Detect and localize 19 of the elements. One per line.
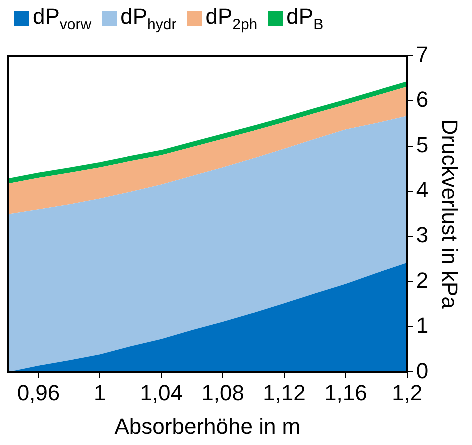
x-tick-label: 1,12 [263,380,306,406]
y-tick-label: 1 [416,313,429,338]
legend-label: dP$_{2ph}$ [206,4,258,34]
y-tick-label: 2 [416,268,429,293]
y-tick-label: 6 [416,87,429,112]
y-tick-label: 3 [416,222,429,248]
y-axis-title: Druckverlust in kPa [438,119,463,310]
y-tick-label: 5 [416,132,429,158]
legend-label: dP$_{vorw}$ [33,4,92,34]
y-tick-label: 7 [416,42,429,68]
x-tick-label: 0,96 [17,380,60,406]
x-tick-label: 1 [94,380,106,406]
x-tick-label: 1,16 [324,380,368,406]
x-axis-title: Absorberhöhe in m [114,414,301,439]
x-tick-label: 1,04 [140,380,184,406]
y-tick-label: 4 [416,178,429,203]
legend-label: dP$_{hydr}$ [120,4,177,34]
legend-label: dP$_{B}$ [286,4,324,34]
x-tick-label: 1,08 [202,380,244,406]
